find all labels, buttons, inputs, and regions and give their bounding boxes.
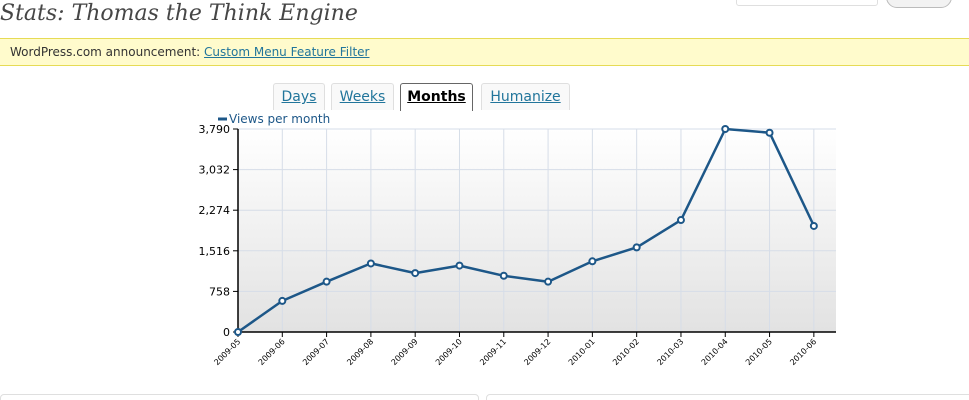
data-point[interactable]	[366, 259, 375, 268]
x-tick-label: 2010-01	[567, 337, 597, 367]
x-tick-label: 2009-10	[434, 337, 464, 367]
y-tick-labels: 0 758 1,516 2,274 3,032 3,790	[199, 123, 231, 339]
x-tick-label: 2009-12	[522, 337, 552, 367]
legend: Views per month	[218, 112, 330, 126]
x-tick-label: 2009-08	[345, 337, 375, 367]
right-panel	[486, 394, 969, 400]
x-tick-label: 2010-04	[700, 337, 730, 367]
x-tick-label: 2010-03	[655, 337, 685, 367]
data-point[interactable]	[455, 261, 464, 270]
data-point[interactable]	[234, 328, 242, 336]
tab-months[interactable]: Months	[400, 83, 473, 111]
y-tick-label: 3,032	[199, 164, 231, 177]
announcement-prefix: WordPress.com announcement:	[10, 45, 201, 59]
y-tick-label: 758	[209, 285, 230, 298]
x-tick-label: 2009-11	[478, 337, 508, 367]
data-point[interactable]	[499, 271, 508, 280]
search-input[interactable]	[736, 0, 878, 6]
y-tick-label: 1,516	[199, 245, 231, 258]
data-point[interactable]	[544, 277, 553, 286]
data-point[interactable]	[322, 277, 331, 286]
series-line	[237, 127, 816, 334]
x-tick-label: 2010-02	[611, 337, 641, 367]
tab-humanize[interactable]: Humanize	[481, 83, 570, 110]
data-point[interactable]	[676, 216, 685, 225]
plot-area	[238, 129, 836, 332]
x-tick-label: 2009-09	[390, 337, 420, 367]
x-tick-label: 2009-07	[301, 337, 331, 367]
x-tick-labels: 2009-05 2009-06 2009-07 2009-08 2009-09 2009-…	[212, 337, 818, 367]
axes	[233, 128, 836, 337]
data-point[interactable]	[721, 125, 730, 133]
legend-label: Views per month	[229, 112, 330, 126]
y-tick-label: 0	[223, 326, 230, 339]
announcement-link[interactable]: Custom Menu Feature Filter	[204, 45, 370, 59]
search-button[interactable]	[886, 0, 952, 8]
tab-days[interactable]: Days	[273, 83, 325, 110]
announcement-bar: WordPress.com announcement: Custom Menu …	[0, 38, 969, 66]
data-point[interactable]	[765, 128, 774, 137]
data-point[interactable]	[278, 296, 287, 305]
left-panel	[0, 394, 479, 400]
y-tick-label: 3,790	[199, 123, 231, 136]
data-point[interactable]	[632, 243, 641, 252]
data-point[interactable]	[411, 269, 420, 278]
page-title: Stats: Thomas the Think Engine	[0, 1, 358, 26]
tab-weeks[interactable]: Weeks	[331, 83, 394, 110]
data-point[interactable]	[809, 221, 818, 230]
x-tick-label: 2009-06	[257, 337, 287, 367]
x-tick-label: 2010-05	[744, 337, 774, 367]
x-tick-label: 2009-05	[212, 337, 242, 367]
y-tick-label: 2,274	[199, 204, 231, 217]
data-points	[234, 125, 818, 336]
data-point[interactable]	[588, 257, 597, 266]
x-tick-label: 2010-06	[788, 337, 818, 367]
